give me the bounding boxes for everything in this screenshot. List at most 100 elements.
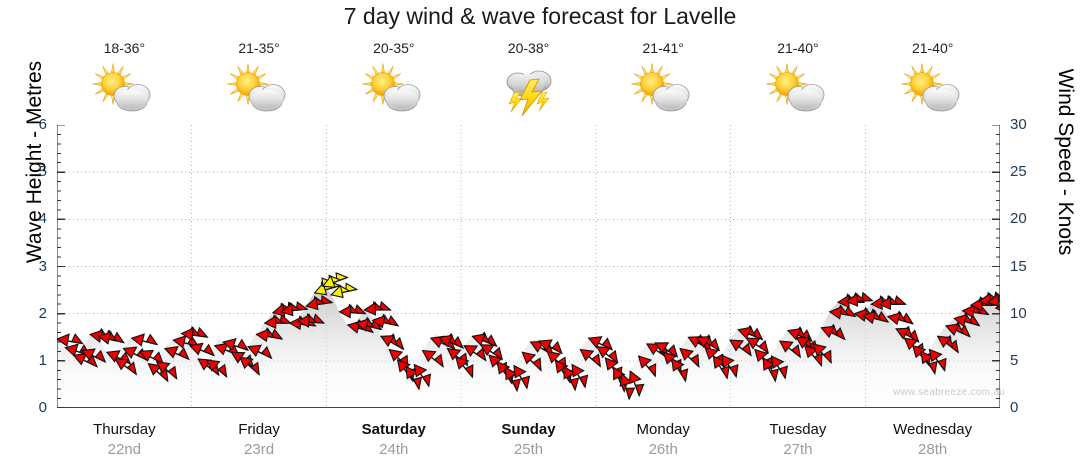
day-footer-monday: Monday 26th [596,420,730,460]
wind-barb [770,355,788,380]
sun-behind-cloud-icon [359,60,429,116]
left-tick-2: 2 [38,304,47,322]
wind-barb [820,323,846,341]
right-tick-15: 15 [1010,257,1027,275]
temperature-range: 21-40° [911,40,954,56]
wind-barb [280,301,309,317]
wind-barb [637,355,657,378]
left-tick-3: 3 [38,257,47,275]
right-tick-5: 5 [1010,351,1019,369]
forecast-plot-svg [57,125,1000,408]
day-date: 26th [648,441,678,458]
wind-barb [379,333,405,351]
wind-barb [180,325,209,341]
day-date: 25th [513,441,544,458]
day-header-saturday: 20-35° [327,40,461,116]
wind-barb [886,310,915,326]
day-name: Saturday [361,421,426,438]
wind-barb [163,345,190,361]
sun-behind-cloud-icon [92,63,151,112]
wind-barb [537,339,563,355]
day-header-wednesday: 21-40° [866,40,1000,116]
sun-behind-cloud-icon [628,60,698,116]
wind-barb [139,349,165,365]
wind-barb [454,356,474,379]
wind-barb [263,314,293,329]
day-header-tuesday: 21-40° [731,40,865,116]
day-date: 23rd [244,441,275,458]
sun-behind-cloud-icon [227,63,286,112]
day-name: Tuesday [769,421,827,438]
day-footer-wednesday: Wednesday 28th [866,420,1000,460]
wind-barb [305,294,334,311]
wind-barb [97,329,125,345]
wind-barb [247,344,273,360]
sun-behind-cloud-icon [89,60,159,116]
wind-barb [479,344,504,361]
temperature-range: 21-41° [642,40,684,56]
day-footer-saturday: Saturday 24th [327,420,461,460]
wind-barb [679,347,700,369]
wind-barb-series [57,272,1000,401]
day-footer-tuesday: Tuesday 27th [731,420,865,460]
wind-barb [745,337,770,355]
wind-barb [961,303,990,319]
wind-barb [188,342,216,357]
left-tick-6: 6 [38,116,47,133]
thunderstorm-icon [494,60,564,117]
wind-barb [762,357,779,383]
wind-barb [57,333,84,347]
day-header-thursday: 18-36° [57,40,191,116]
day-date: 27th [783,441,813,458]
wind-barb [321,272,349,288]
day-header-monday: 21-41° [596,40,730,116]
right-axis-title: Wind Speed - Knots [1054,68,1077,256]
day-date: 22nd [107,441,142,458]
wind-barb [513,364,531,390]
wind-barb [330,282,359,299]
page-title: 7 day wind & wave forecast for Lavelle [343,3,737,29]
wind-barb [114,358,138,376]
right-tick-10: 10 [1010,304,1027,322]
temperature-range: 18-36° [103,40,146,56]
day-date: 24th [379,441,409,458]
wind-barb [363,300,392,316]
watermark: www.seabreeze.com.au [893,387,1006,398]
temperature-range: 20-38° [507,40,550,56]
sun-behind-cloud-icon [898,60,968,116]
wind-barb [936,334,959,354]
wind-barb [803,344,823,368]
sun-behind-cloud-icon [901,63,960,112]
wind-barb [828,304,857,320]
wind-barb [654,342,679,358]
temperature-range: 21-35° [238,40,280,56]
plot-area [57,125,1000,408]
day-name: Monday [636,421,690,438]
wind-barb [720,354,739,379]
temperature-range: 21-40° [777,40,819,56]
wind-barb [405,365,423,391]
right-tick-0: 0 [1010,399,1019,416]
wind-barb [729,339,752,357]
wind-barb [521,351,542,372]
sun-behind-cloud-icon [362,63,421,112]
sun-behind-cloud-icon [224,60,294,116]
wind-barb [861,309,890,325]
wind-barb [944,321,971,338]
day-footer-sunday: Sunday 25th [462,420,596,460]
right-tick-20: 20 [1010,210,1027,228]
left-tick-0: 0 [38,399,47,416]
day-name: Sunday [501,421,556,438]
wind-barb [563,365,580,392]
left-tick-1: 1 [38,351,47,369]
sun-behind-cloud-icon [766,63,825,112]
temperature-range: 20-35° [373,40,415,56]
day-name: Wednesday [893,421,973,438]
wind-barb [695,334,721,352]
right-tick-30: 30 [1010,116,1027,133]
left-tick-5: 5 [38,163,47,181]
wind-barb [463,345,487,362]
wind-barb [619,372,636,401]
wind-barb [579,348,602,368]
